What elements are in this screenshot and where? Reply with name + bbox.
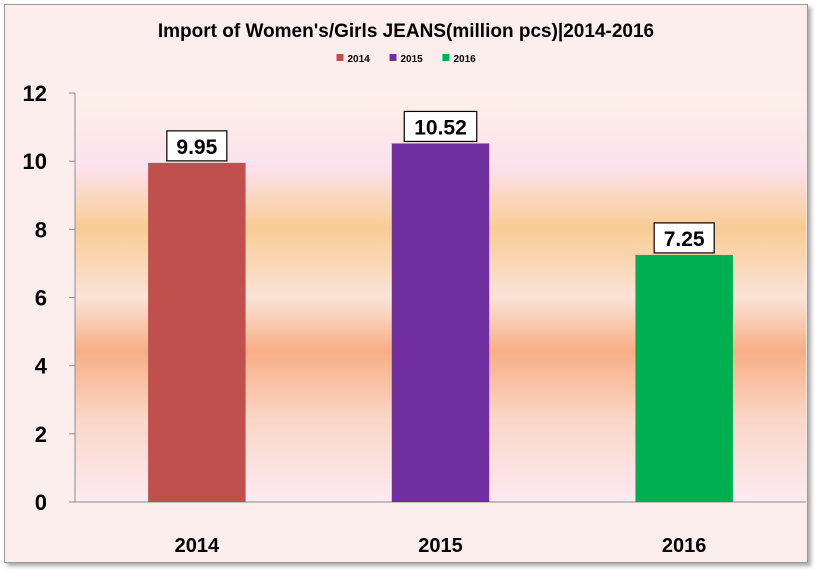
bar-2015: [391, 143, 490, 502]
y-tick-label: 0: [35, 490, 47, 515]
legend-swatch-2015: [389, 54, 397, 61]
y-tick-label: 6: [35, 286, 47, 311]
legend-swatch-2014: [336, 54, 344, 61]
chart-svg: Import of Women's/Girls JEANS(million pc…: [23, 21, 806, 557]
data-label-box: [403, 110, 478, 143]
bar-2014: [148, 162, 246, 502]
legend-label-2016: 2016: [454, 54, 477, 65]
x-tick-label-2014: 2014: [175, 535, 220, 557]
bar-2016: [635, 254, 733, 502]
data-label-box: [653, 222, 715, 254]
legend-swatch-2016: [442, 54, 450, 61]
y-tick-label: 12: [23, 81, 47, 106]
y-tick-label: 8: [35, 217, 47, 242]
y-tick-label: 2: [35, 422, 47, 447]
y-axis-ticks: 0 2 4 6 8 10 12: [23, 81, 75, 515]
x-tick-label-2016: 2016: [662, 535, 707, 557]
legend: 2014 2015 2016: [336, 54, 477, 65]
bars: [148, 143, 733, 502]
x-axis-ticks: 2014 2015 2016: [175, 535, 707, 557]
legend-label-2015: 2015: [401, 54, 424, 65]
data-label-2016: 7.25: [664, 228, 705, 251]
data-labels: 9.95 10.52 7.25: [166, 110, 715, 254]
x-tick-label-2015: 2015: [418, 535, 463, 557]
y-tick-label: 10: [23, 149, 47, 174]
data-label-2014: 9.95: [176, 136, 217, 159]
data-label-box: [166, 130, 228, 162]
y-tick-label: 4: [35, 354, 48, 379]
chart-title: Import of Women's/Girls JEANS(million pc…: [158, 21, 654, 42]
legend-label-2014: 2014: [348, 54, 371, 65]
chart-frame: Import of Women's/Girls JEANS(million pc…: [4, 4, 808, 563]
data-label-2015: 10.52: [414, 116, 467, 139]
